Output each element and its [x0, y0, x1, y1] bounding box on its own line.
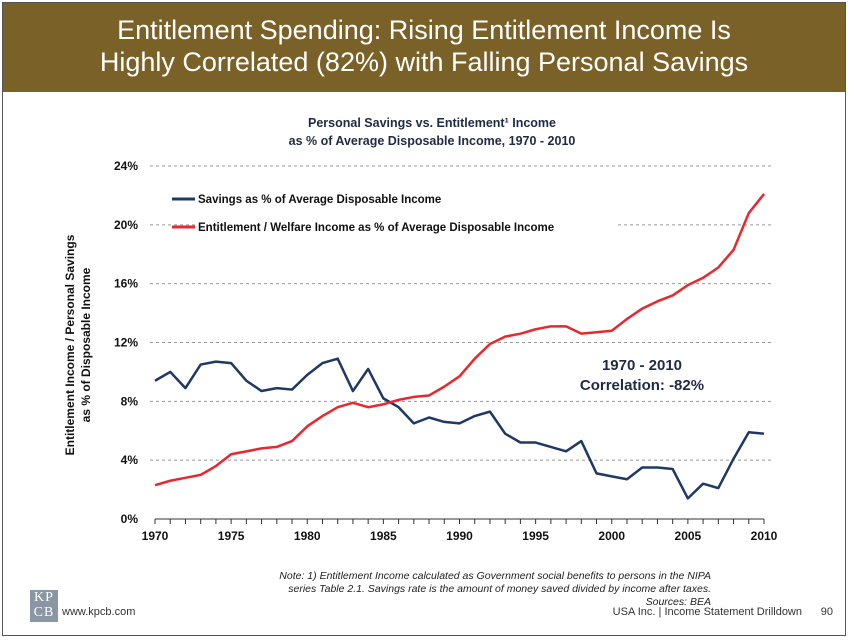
- y-axis-label-line1: Entitlement Income / Personal Savings: [63, 234, 77, 455]
- y-axis-label-line2: as % of Disposable Income: [79, 267, 93, 422]
- x-tick-label: 1985: [370, 529, 397, 543]
- entitlement-line: [154, 193, 765, 487]
- y-tick-label: 20%: [114, 218, 138, 232]
- slide-title-line1: Entitlement Spending: Rising Entitlement…: [117, 15, 731, 45]
- y-tick-label: 0%: [121, 512, 139, 526]
- x-tick-label: 1970: [142, 529, 169, 543]
- y-tick-label: 4%: [121, 453, 139, 467]
- x-tick-label: 2005: [675, 529, 702, 543]
- annotation-years: 1970 - 2010: [602, 357, 682, 374]
- footnote-line2: series Table 2.1. Savings rate is the am…: [288, 583, 711, 595]
- slide-title-line2: Highly Correlated (82%) with Falling Per…: [99, 47, 749, 77]
- chart-title-line1: Personal Savings vs. Entitlement¹ Income: [308, 116, 556, 130]
- kpcb-logo: KP CB: [30, 590, 58, 622]
- page-number: 90: [820, 606, 833, 618]
- x-tick-label: 1980: [294, 529, 321, 543]
- footnote-line1: Note: 1) Entitlement Income calculated a…: [279, 570, 711, 582]
- legend-label-savings: Savings as % of Average Disposable Incom…: [198, 194, 441, 206]
- annotation-correlation: Correlation: -82%: [580, 377, 704, 394]
- website-link[interactable]: www.kpcb.com: [62, 606, 136, 618]
- footnote: Note: 1) Entitlement Income calculated a…: [279, 570, 711, 609]
- y-tick-label: 8%: [121, 394, 139, 408]
- x-tick-label: 2000: [598, 529, 625, 543]
- slide-header: Entitlement Spending: Rising Entitlement…: [3, 3, 845, 92]
- section-label: USA Inc. | Income Statement Drilldown: [612, 606, 802, 618]
- y-tick-label: 16%: [114, 277, 138, 291]
- chart-title-line2: as % of Average Disposable Income, 1970 …: [289, 134, 576, 148]
- x-tick-label: 2010: [751, 529, 778, 543]
- legend-label-entitlement: Entitlement / Welfare Income as % of Ave…: [198, 222, 554, 234]
- logo-text-top: KP: [34, 590, 54, 605]
- logo-text-bottom: CB: [33, 605, 55, 620]
- x-tick-label: 1975: [218, 529, 245, 543]
- x-tick-label: 1990: [446, 529, 473, 543]
- legend: Savings as % of Average Disposable Incom…: [172, 194, 615, 234]
- y-tick-label: 24%: [114, 159, 138, 173]
- sources: Sources: BEA: [645, 596, 711, 608]
- y-tick-label: 12%: [114, 336, 138, 350]
- x-tick-label: 1995: [522, 529, 549, 543]
